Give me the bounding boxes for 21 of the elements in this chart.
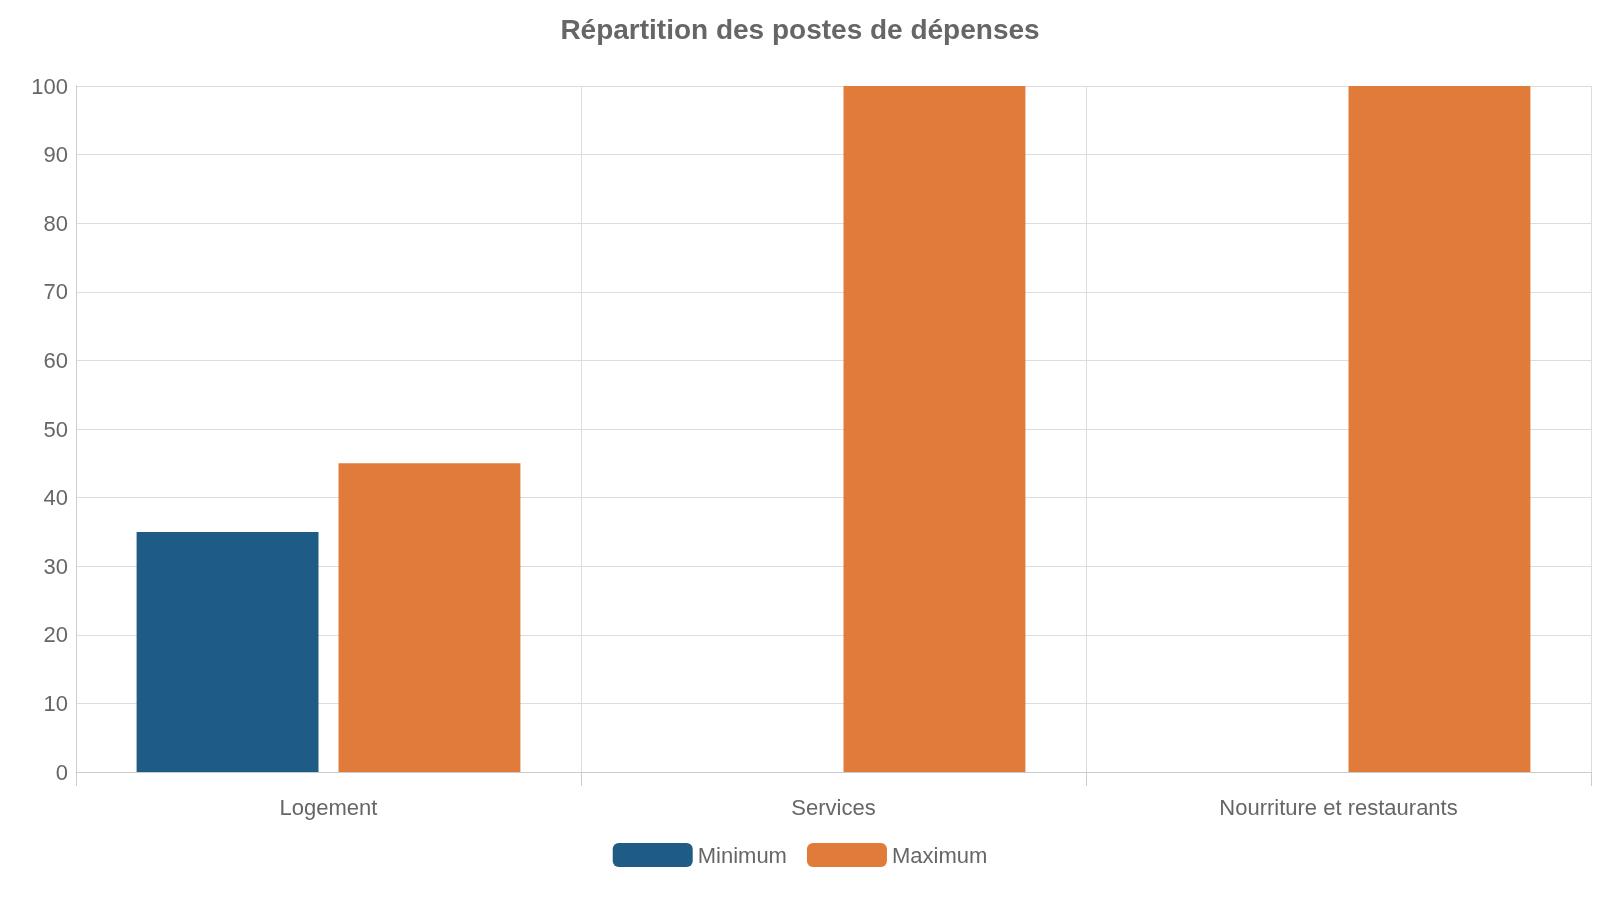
y-tick-label: 60 — [43, 347, 68, 373]
x-tick-label: Services — [791, 794, 876, 820]
bar — [338, 463, 521, 772]
legend-label: Maximum — [891, 842, 988, 868]
y-tick-label: 70 — [43, 279, 68, 305]
bar — [136, 531, 319, 772]
legend-label: Minimum — [697, 842, 787, 868]
y-tick-label: 80 — [43, 210, 68, 236]
y-tick-label: 90 — [43, 142, 68, 168]
x-tick-label: Nourriture et restaurants — [1219, 794, 1458, 820]
bar — [1348, 86, 1531, 772]
x-tick-label: Logement — [279, 794, 378, 820]
y-tick-label: 100 — [31, 73, 68, 99]
y-tick-label: 50 — [43, 416, 68, 442]
y-tick-label: 0 — [55, 759, 68, 785]
y-tick-label: 20 — [43, 622, 68, 648]
y-tick-label: 30 — [43, 553, 68, 579]
chart-title: Répartition des postes de dépenses — [560, 13, 1040, 45]
bar — [843, 86, 1026, 772]
y-tick-label: 10 — [43, 690, 68, 716]
y-tick-label: 40 — [43, 485, 68, 511]
